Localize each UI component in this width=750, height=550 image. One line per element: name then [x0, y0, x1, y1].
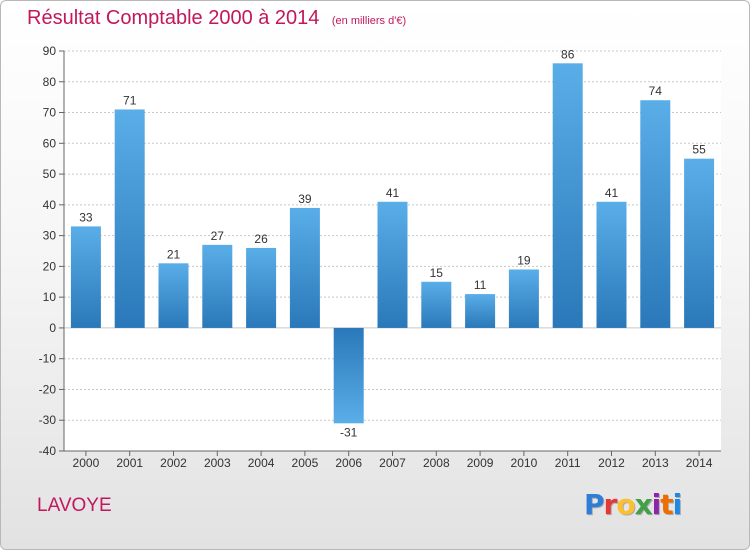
- y-tick-label: 50: [43, 167, 57, 181]
- y-tick-label: -40: [39, 444, 57, 458]
- chart-title: Résultat Comptable 2000 à 2014: [27, 7, 320, 29]
- y-tick-label: -20: [39, 382, 57, 396]
- logo-letter: r: [603, 488, 618, 521]
- logo-letter: i: [672, 488, 683, 521]
- x-tick-label: 2001: [116, 456, 143, 470]
- data-label: 15: [430, 266, 444, 280]
- x-tick-label: 2013: [642, 456, 669, 470]
- x-tick-label: 2004: [248, 456, 275, 470]
- bar: [246, 247, 277, 328]
- bar: [552, 63, 583, 328]
- logo-letter: i: [651, 488, 662, 521]
- x-tick-label: 2003: [204, 456, 231, 470]
- bar: [377, 201, 408, 328]
- y-tick-label: 40: [43, 198, 57, 212]
- data-label: 55: [692, 143, 706, 157]
- bar: [508, 269, 539, 328]
- data-label: 26: [254, 232, 268, 246]
- town-name: LAVOYE: [37, 495, 112, 516]
- x-tick-label: 2006: [335, 456, 362, 470]
- y-tick-label: 60: [43, 136, 57, 150]
- data-label: 41: [386, 186, 400, 200]
- x-tick-label: 2010: [511, 456, 538, 470]
- data-label: 11: [474, 278, 487, 292]
- y-tick-label: 80: [43, 75, 57, 89]
- x-tick-label: 2008: [423, 456, 450, 470]
- bar: [421, 281, 452, 328]
- logo-letter: o: [616, 488, 635, 521]
- logo-letter: x: [634, 488, 653, 521]
- x-tick-label: 2007: [379, 456, 406, 470]
- bar: [289, 207, 320, 328]
- x-tick-label: 2011: [555, 456, 581, 470]
- bar: [333, 327, 364, 424]
- y-tick-label: 30: [43, 229, 57, 243]
- data-label: 41: [605, 186, 619, 200]
- y-tick-label: 10: [43, 290, 57, 304]
- y-tick-label: 70: [43, 106, 57, 120]
- x-tick-label: 2005: [292, 456, 319, 470]
- data-label: 74: [649, 84, 663, 98]
- y-tick-label: -30: [39, 413, 57, 427]
- logo-letter: P: [584, 488, 605, 521]
- logo-letter: t: [660, 488, 673, 521]
- data-label: 21: [167, 247, 181, 261]
- data-label: 19: [517, 253, 531, 267]
- y-tick-label: 0: [49, 321, 56, 335]
- data-label: -31: [340, 425, 358, 439]
- x-tick-label: 2012: [598, 456, 625, 470]
- data-label: 39: [298, 192, 312, 206]
- bar: [640, 100, 671, 328]
- bar: [70, 226, 101, 328]
- data-label: 71: [123, 93, 137, 107]
- bar: [114, 109, 145, 328]
- proxiti-logo: Proxiti: [584, 488, 683, 521]
- x-tick-label: 2014: [686, 456, 713, 470]
- y-tick-label: 20: [43, 259, 57, 273]
- bar: [158, 263, 189, 328]
- chart-title-block: Résultat Comptable 2000 à 2014 (en milli…: [27, 7, 406, 30]
- x-tick-label: 2000: [73, 456, 100, 470]
- data-label: 27: [211, 229, 225, 243]
- data-label: 86: [561, 47, 575, 61]
- chart-subtitle: (en milliers d'€): [331, 15, 407, 27]
- data-label: 33: [79, 210, 93, 224]
- x-tick-label: 2002: [160, 456, 187, 470]
- x-tick-label: 2009: [467, 456, 494, 470]
- bar: [465, 294, 496, 328]
- y-tick-label: -10: [39, 352, 57, 366]
- bar: [684, 158, 715, 328]
- y-tick-label: 90: [43, 44, 57, 58]
- bar: [596, 201, 627, 328]
- bar: [202, 244, 233, 328]
